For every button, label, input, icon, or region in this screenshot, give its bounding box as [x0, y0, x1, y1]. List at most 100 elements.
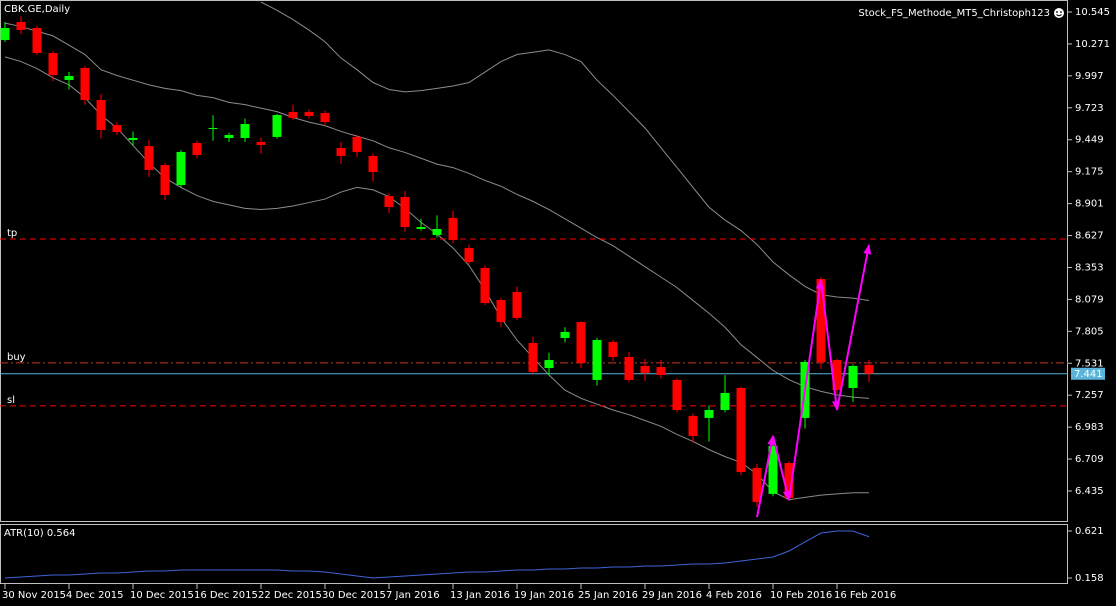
candle-body [192, 142, 202, 156]
candle-body [416, 227, 426, 230]
candle-body [768, 446, 778, 494]
last-price-box [1071, 367, 1105, 380]
candle-body [176, 151, 186, 185]
x-tick-label: 16 Feb 2016 [834, 590, 896, 601]
y-tick-label: 6.709 [1075, 454, 1104, 465]
candle-body [48, 53, 58, 76]
candle-body [240, 124, 250, 138]
zigzag-arrow [836, 243, 872, 411]
y-tick-label: 8.627 [1075, 231, 1104, 242]
y-tick-label: 9.723 [1075, 103, 1104, 114]
candle-body [336, 148, 346, 156]
band-line [4, 22, 870, 399]
atr-line [4, 530, 870, 579]
y-tick-label: 7.805 [1075, 326, 1104, 337]
expert-icon [1054, 8, 1064, 18]
y-tick-label: 9.449 [1075, 135, 1104, 146]
level-label: tp [7, 228, 17, 239]
chart-title: CBK.GE,Daily [4, 4, 70, 15]
x-tick-label: 30 Nov 2015 [2, 590, 66, 601]
y-tick-label: 10.271 [1075, 39, 1110, 50]
candle-body [16, 22, 26, 30]
candle-body [464, 248, 474, 262]
candle-body [512, 291, 522, 318]
y-tick-label: 6.983 [1075, 422, 1104, 433]
candle-body [448, 217, 458, 240]
candle-body [320, 113, 330, 123]
candle-body [160, 165, 170, 195]
atr-title: ATR(10) 0.564 [4, 528, 75, 539]
candle-body [720, 392, 730, 411]
candle-body [608, 341, 618, 357]
candle-body [480, 267, 490, 304]
y-tick-label: 9.997 [1075, 71, 1104, 82]
candle-body [624, 356, 634, 380]
candle-body [112, 125, 122, 133]
candle-body [32, 27, 42, 54]
x-tick-label: 22 Dec 2015 [258, 590, 322, 601]
candle-body [400, 196, 410, 228]
zigzag-arrow [772, 435, 791, 501]
candle-body [128, 137, 138, 140]
candle-body [736, 387, 746, 473]
x-tick-label: 13 Jan 2016 [450, 590, 510, 601]
candle-body [96, 99, 106, 130]
x-tick-label: 25 Jan 2016 [578, 590, 638, 601]
x-tick-label: 30 Dec 2015 [322, 590, 386, 601]
level-label: sl [7, 395, 15, 406]
y-tick-label: 8.079 [1075, 294, 1104, 305]
last-price-label: 7.441 [1074, 369, 1103, 380]
expert-label: Stock_FS_Methode_MT5_Christoph123 [858, 8, 1050, 19]
candle-body [784, 463, 794, 498]
candle-body [864, 364, 874, 374]
candle-body [80, 67, 90, 100]
zigzag-arrow [820, 279, 840, 411]
x-tick-label: 10 Feb 2016 [770, 590, 832, 601]
y-tick-label: 10.545 [1075, 7, 1110, 18]
main-frame [0, 0, 1068, 522]
candle-body [224, 134, 234, 138]
candle-body [544, 360, 554, 369]
y-tick-label: 0.158 [1075, 573, 1104, 584]
candle-body [688, 415, 698, 436]
candle-body [528, 342, 538, 373]
candle-body [432, 229, 442, 235]
candle-body [0, 27, 10, 40]
y-tick-label: 9.175 [1075, 167, 1104, 178]
zigzag-arrow [756, 435, 776, 518]
candle-body [576, 322, 586, 363]
y-tick-label: 8.901 [1075, 199, 1104, 210]
candle-body [656, 366, 666, 376]
axes: 10.545 10.271 9.997 9.723 9.449 9.175 8.901 8.6… [2, 7, 1110, 601]
y-tick-label: 7.257 [1075, 390, 1104, 401]
candle-body [704, 410, 714, 418]
atr-frame [0, 524, 1068, 584]
candle-body [208, 127, 218, 130]
x-tick-label: 19 Jan 2016 [514, 590, 574, 601]
candle-body [672, 379, 682, 411]
candle-body [832, 360, 842, 390]
candle-body [848, 365, 858, 388]
candle-body [368, 155, 378, 173]
x-tick-label: 10 Dec 2015 [130, 590, 194, 601]
y-tick-label: 6.435 [1075, 486, 1104, 497]
atr-plot [4, 530, 870, 579]
candle-body [304, 111, 314, 116]
candle-body [256, 141, 266, 145]
y-tick-label: 0.621 [1075, 526, 1104, 537]
candle-body [272, 115, 282, 137]
x-tick-label: 4 Feb 2016 [706, 590, 762, 601]
y-tick-label: 7.531 [1075, 358, 1104, 369]
candle-body [288, 111, 298, 118]
zigzag-arrow [788, 278, 824, 501]
candle-body [560, 331, 570, 338]
x-tick-label: 29 Jan 2016 [642, 590, 702, 601]
candle-body [144, 146, 154, 170]
candle-body [384, 196, 394, 207]
x-tick-label: 4 Dec 2015 [66, 590, 124, 601]
candle-body [496, 299, 506, 323]
x-tick-label: 7 Jan 2016 [386, 590, 440, 601]
candle-body [752, 467, 762, 503]
x-tick-label: 16 Dec 2015 [194, 590, 258, 601]
